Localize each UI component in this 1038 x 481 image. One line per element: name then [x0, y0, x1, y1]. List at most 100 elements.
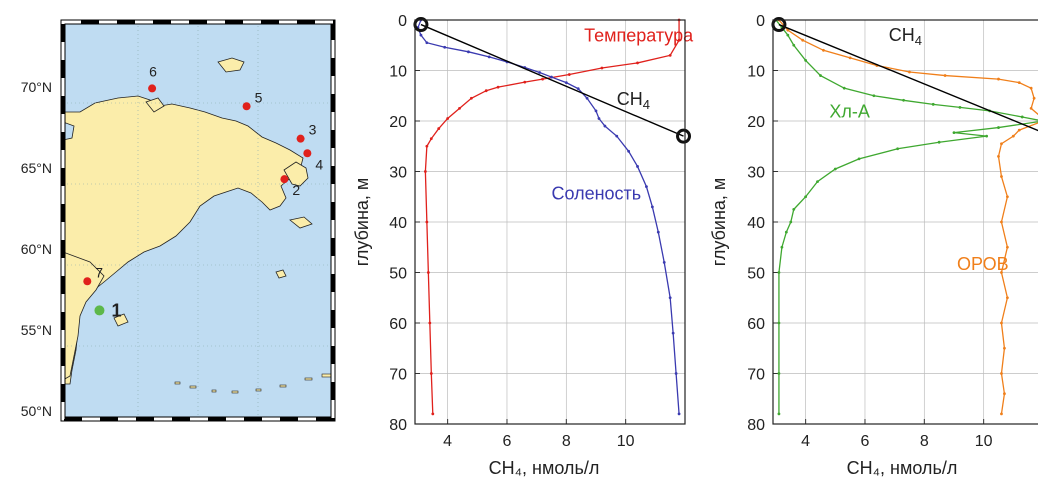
data-point [428, 321, 432, 325]
series-label: Температура [584, 26, 694, 46]
data-point [426, 271, 430, 274]
data-point [636, 165, 639, 168]
latitude-label: 55°N [21, 322, 52, 338]
data-point [1000, 372, 1003, 375]
series-label: CH4 [617, 89, 650, 112]
data-point [603, 124, 607, 128]
data-point [1000, 175, 1003, 178]
data-point [662, 261, 666, 264]
profile-chart-temperature-salinity: 0 10 20 30 40 50 60 70 80 4 6 8 10 глубина, м СН₄, нмо… [352, 13, 694, 478]
y-tick-label: 10 [389, 64, 407, 81]
data-point [576, 87, 580, 91]
x-tick-label: 6 [503, 433, 512, 450]
map-panel: 70°N 65°N 60°N 55°N 50°N 1 2 3 4 5 6 7 [21, 19, 336, 422]
data-point [585, 96, 589, 100]
island [145, 97, 165, 113]
data-point [777, 271, 781, 274]
data-point [1011, 134, 1015, 138]
data-point [819, 74, 822, 77]
data-point [1029, 86, 1033, 90]
data-point [674, 372, 678, 375]
data-point [777, 412, 781, 416]
data-point [645, 185, 648, 189]
station-label: 4 [315, 156, 323, 172]
data-point [538, 71, 542, 74]
data-point [896, 147, 900, 151]
series-line [420, 23, 684, 137]
x-tick-label: 6 [861, 433, 870, 450]
y-tick-label: 20 [747, 114, 765, 131]
plot-frame [414, 19, 686, 425]
data-point [1000, 142, 1003, 146]
data-point [677, 412, 681, 416]
aleutian-islands [174, 373, 333, 394]
data-point [777, 321, 781, 325]
data-point [789, 220, 793, 224]
coastal-bay [63, 121, 75, 141]
data-point [833, 167, 837, 171]
series-label: Соленость [551, 183, 641, 203]
y-axis-label: глубина, м [709, 178, 729, 267]
data-point [458, 106, 461, 110]
island [217, 57, 245, 73]
y-tick-label: 60 [389, 316, 407, 333]
data-point [1017, 128, 1021, 132]
series-label-subscript: 4 [915, 33, 922, 48]
y-tick-label: 30 [747, 165, 765, 182]
data-point [786, 33, 790, 37]
station-marker [296, 134, 305, 143]
data-point [842, 86, 846, 90]
station-label: 2 [292, 182, 300, 198]
data-point [425, 144, 429, 148]
station-marker [94, 305, 105, 316]
data-point [437, 127, 441, 130]
island [113, 313, 129, 327]
data-point [677, 38, 681, 42]
island [289, 216, 313, 229]
data-point [816, 180, 819, 184]
series-line [778, 23, 1038, 132]
y-tick-label: 50 [747, 266, 765, 283]
data-point [597, 117, 601, 120]
latitude-label: 50°N [21, 403, 52, 419]
data-point [1029, 106, 1033, 110]
station-label: 7 [95, 264, 103, 280]
map-graticule [63, 22, 333, 419]
data-point [857, 157, 861, 161]
series-label-subscript: 4 [643, 97, 650, 112]
data-point [804, 195, 808, 199]
data-point [429, 372, 433, 375]
data-point [541, 77, 544, 81]
data-point [1005, 245, 1009, 249]
station-label: 6 [149, 63, 157, 79]
data-point [952, 131, 956, 135]
data-point [668, 53, 672, 57]
y-tick-label: 80 [389, 417, 407, 434]
station-label: 3 [309, 122, 317, 138]
y-tick-label: 70 [747, 367, 765, 384]
data-point [1000, 412, 1003, 416]
x-axis-label: СН₄, нмоль/л [489, 458, 600, 478]
data-point [792, 207, 796, 211]
island [275, 269, 287, 279]
y-tick-label: 0 [756, 13, 765, 30]
series-label: Хл-А [829, 101, 870, 121]
data-point [804, 59, 808, 62]
data-point [1005, 195, 1009, 199]
latitude-label: 70°N [21, 79, 52, 95]
data-point [594, 109, 598, 113]
series-label: CH4 [889, 25, 922, 48]
x-tick-label: 8 [920, 433, 929, 450]
y-axis-label: глубина, м [352, 178, 372, 267]
data-point [1020, 115, 1024, 119]
data-point [902, 98, 905, 102]
station-marker [242, 102, 251, 111]
data-point [937, 140, 941, 144]
data-point [567, 73, 571, 76]
data-point [668, 296, 672, 300]
data-point [425, 41, 429, 45]
data-point [431, 412, 435, 416]
data-point [523, 80, 527, 84]
data-point [496, 85, 500, 89]
